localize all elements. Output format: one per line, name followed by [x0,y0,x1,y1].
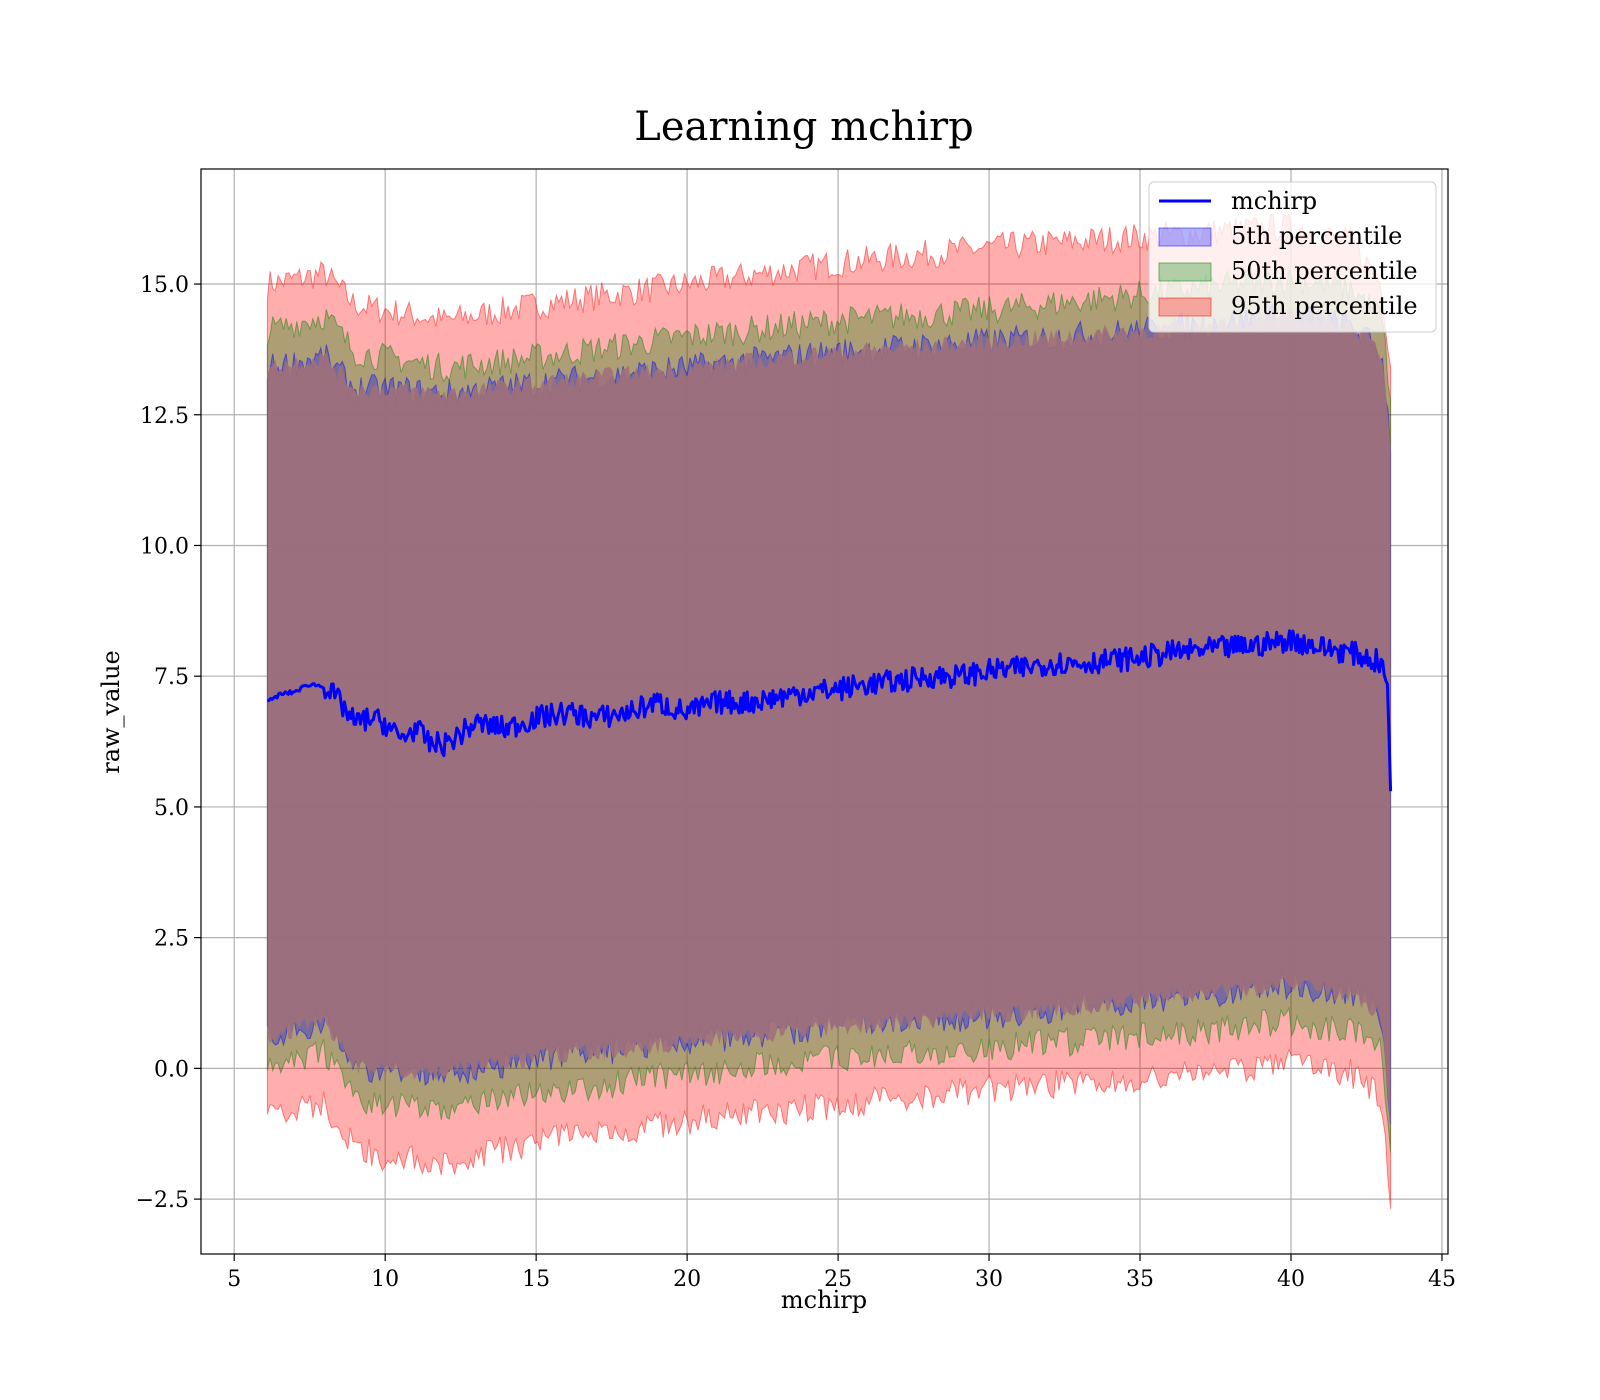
legend-label: 95th percentile [1231,292,1418,320]
x-tick-label: 10 [371,1267,399,1292]
y-tick-label: 2.5 [154,927,189,952]
x-axis-label: mchirp [781,1286,867,1314]
legend-swatch [1158,297,1212,317]
x-tick-label: 15 [522,1267,550,1292]
y-tick-label: 0.0 [154,1057,189,1082]
mchirp-line [267,629,1393,792]
x-axis: 5 10 15 20 25 30 35 40 45 [227,1254,1456,1292]
legend-label: 5th percentile [1231,222,1402,250]
y-tick-label: 5.0 [154,796,189,821]
chart-title: Learning mchirp [634,104,973,150]
y-tick-label: 10.0 [140,534,189,559]
legend-item-5th-percentile: 5th percentile [1158,222,1402,250]
x-tick-label: 5 [227,1267,241,1292]
legend-label: mchirp [1231,187,1317,215]
legend-item-50th-percentile: 50th percentile [1158,257,1418,285]
y-axis-label: raw_value [97,650,125,774]
x-tick-label: 20 [673,1267,701,1292]
x-tick-label: 45 [1428,1267,1456,1292]
x-tick-label: 30 [975,1267,1003,1292]
x-tick-label: 25 [824,1267,852,1292]
legend-swatch [1158,227,1212,247]
legend-item-mchirp: mchirp [1159,187,1317,215]
legend-item-95th-percentile: 95th percentile [1158,292,1418,320]
y-axis: −2.5 0.0 2.5 5.0 7.5 10.0 12.5 15.0 [136,273,201,1213]
legend-box [1148,181,1437,333]
plot-area [266,212,1393,1209]
plot-frame [200,168,1449,1255]
x-tick-label: 40 [1277,1267,1305,1292]
legend-swatch [1158,262,1212,282]
y-tick-label: −2.5 [136,1188,189,1213]
y-tick-label: 15.0 [140,273,189,298]
legend-label: 50th percentile [1231,257,1418,285]
legend: mchirp 5th percentile 50th percentile 95… [1148,181,1437,333]
x-tick-label: 35 [1126,1267,1154,1292]
y-tick-label: 12.5 [140,404,189,429]
band-overlap-core [267,307,1391,1130]
y-tick-label: 7.5 [154,665,189,690]
